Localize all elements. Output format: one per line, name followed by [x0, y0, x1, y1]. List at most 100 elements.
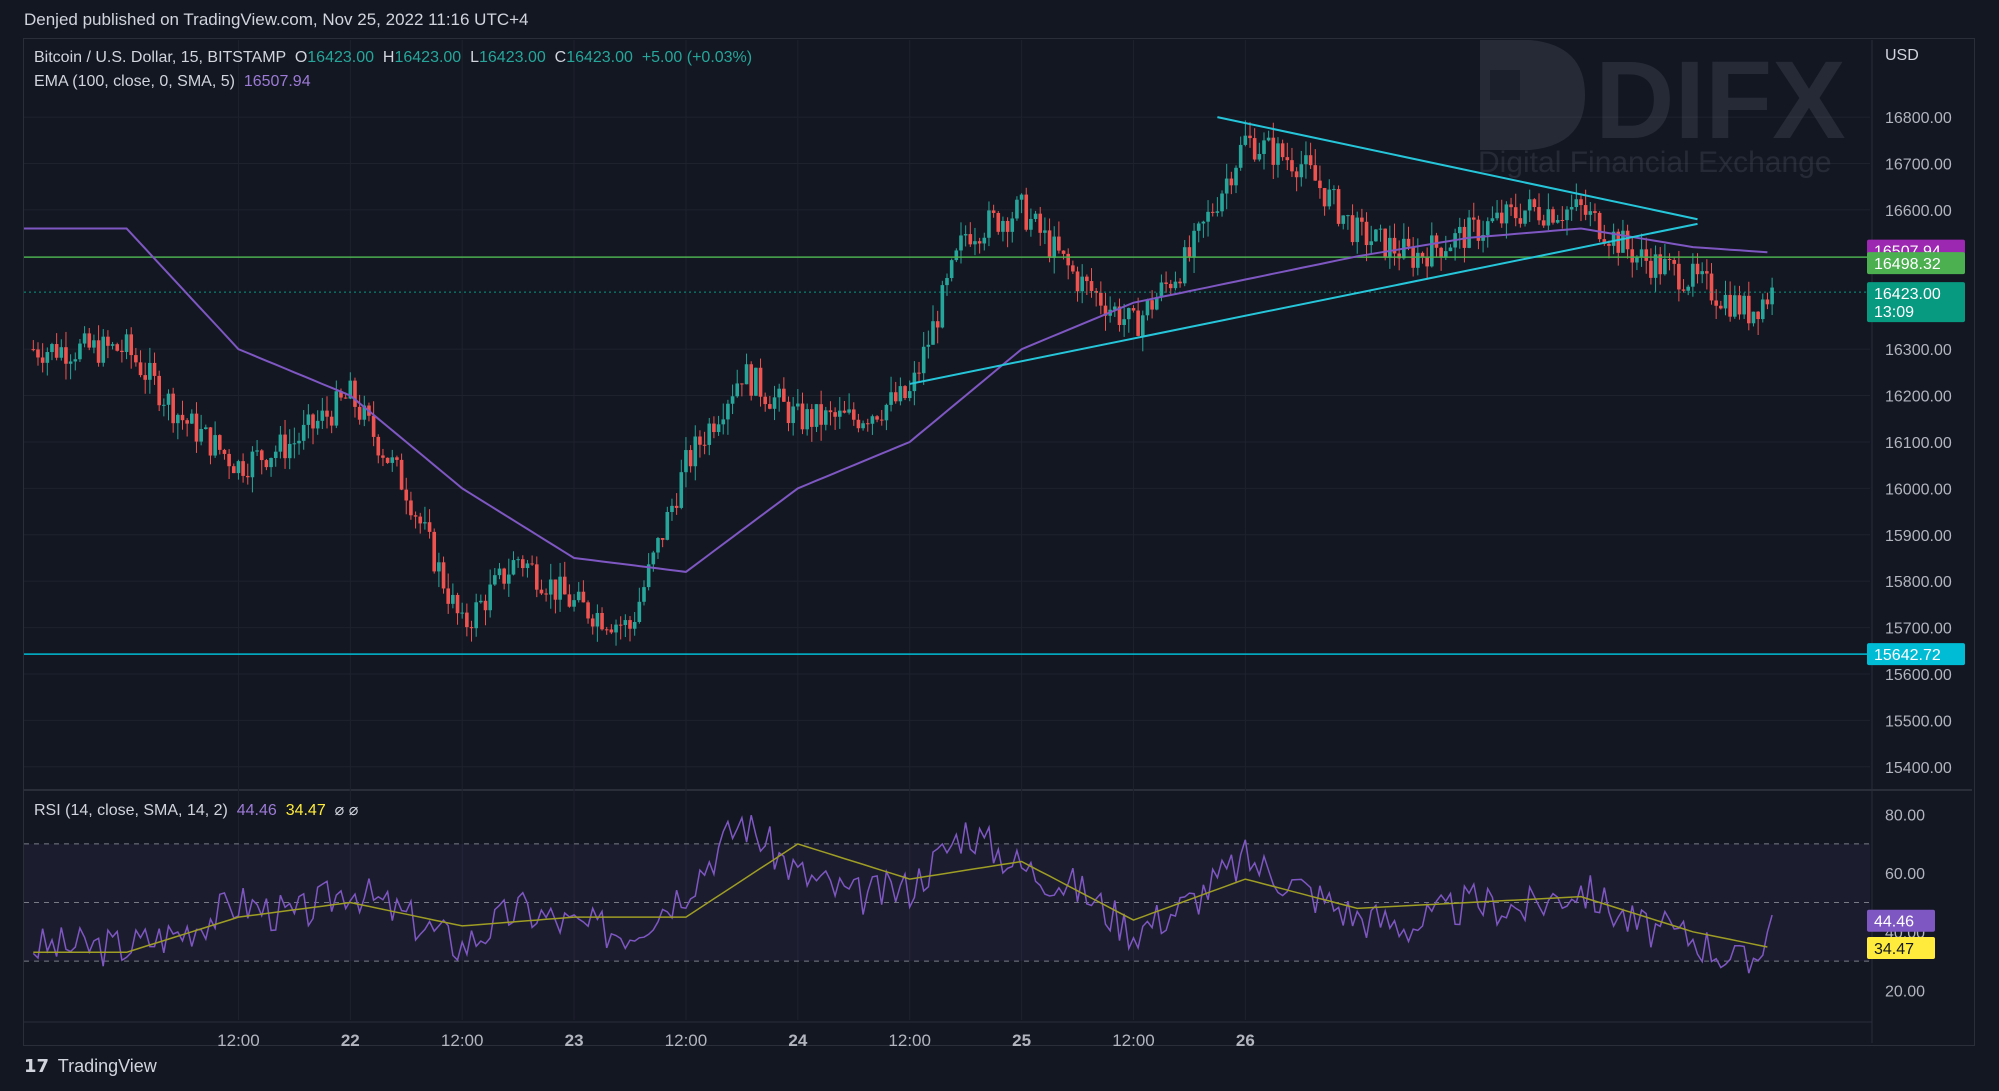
high-value: 16423.00 — [394, 49, 462, 66]
rsi-sma-line — [33, 843, 1768, 954]
candle-body — [1737, 295, 1742, 315]
rsi-label[interactable]: RSI (14, close, SMA, 14, 2) — [34, 802, 228, 819]
candle-body — [297, 440, 301, 444]
candle-body — [1397, 253, 1401, 259]
candle-body — [1127, 308, 1131, 320]
candle-body — [502, 568, 506, 584]
candle-body — [301, 424, 306, 441]
candle-body — [59, 347, 64, 358]
candle-body — [362, 405, 367, 420]
candle-body — [255, 450, 259, 452]
price-label-box — [1867, 252, 1965, 275]
candle-body — [1467, 217, 1471, 248]
candle-body — [1066, 253, 1071, 266]
candle-body — [1551, 209, 1555, 223]
candle-body — [912, 372, 917, 392]
candle-body — [1136, 310, 1140, 336]
candle-body — [1495, 212, 1499, 219]
candle-body — [381, 455, 385, 458]
candle-body — [45, 352, 50, 363]
candle-body — [618, 624, 623, 626]
candle-body — [1430, 235, 1434, 267]
candle-body — [991, 210, 996, 213]
published-header: Denjed published on TradingView.com, Nov… — [24, 10, 529, 29]
candle-body — [236, 461, 241, 474]
candle-body — [1029, 218, 1033, 230]
candle-body — [870, 416, 875, 424]
rsi-label-box — [1867, 909, 1935, 932]
candle-body — [791, 406, 795, 424]
candle-body — [148, 362, 152, 380]
difx-cube-icon — [1490, 70, 1520, 100]
candle-body — [810, 409, 814, 427]
candle-body — [176, 414, 180, 424]
candle-body — [497, 568, 502, 576]
candle-body — [1182, 247, 1187, 284]
candle-body — [1150, 300, 1154, 310]
candle-body — [1630, 249, 1635, 263]
candle-body — [572, 600, 576, 607]
change-value: +5.00 (+0.03%) — [641, 49, 753, 66]
candle-body — [1103, 305, 1108, 316]
candle-body — [1504, 204, 1509, 224]
candle-body — [600, 612, 604, 630]
candle-body — [1756, 311, 1760, 320]
candle-body — [1308, 155, 1313, 166]
price-label-text: 15642.72 — [1874, 647, 1941, 664]
candle-body — [1364, 221, 1369, 246]
tradingview-logo-icon[interactable]: 𝟭𝟳 — [24, 1056, 50, 1076]
tradingview-footer: 𝟭𝟳 TradingView — [24, 1056, 157, 1077]
ema-label[interactable]: EMA (100, close, 0, SMA, 5) — [34, 73, 235, 90]
candle-body — [963, 234, 968, 236]
candle-body — [1196, 223, 1201, 231]
candle-body — [1206, 211, 1210, 222]
candle-body — [1266, 137, 1271, 141]
candle-body — [763, 396, 767, 405]
candle-body — [786, 401, 791, 424]
candle-body — [693, 436, 698, 467]
candle-body — [432, 531, 437, 572]
candle-body — [325, 410, 329, 417]
price-tick-label: 16700.00 — [1885, 157, 1952, 174]
candle-body — [451, 594, 455, 604]
candle-body — [423, 522, 427, 524]
overlays — [24, 116, 1870, 655]
candle-body — [213, 435, 217, 456]
candle-body — [479, 600, 483, 603]
candle-body — [712, 423, 716, 433]
candle-body — [623, 620, 628, 626]
candle-body — [1318, 180, 1322, 189]
candle-body — [1663, 258, 1667, 275]
tradingview-brand[interactable]: TradingView — [57, 1056, 157, 1076]
candle-body — [907, 391, 912, 399]
symbol-name[interactable]: Bitcoin / U.S. Dollar, 15, BITSTAMP — [34, 49, 286, 66]
candle-body — [488, 584, 492, 611]
chart-frame — [23, 38, 1975, 1046]
candle-body — [1117, 306, 1122, 325]
candle-body — [357, 406, 362, 420]
price-tick-label: 16100.00 — [1885, 435, 1952, 452]
candle-body — [1294, 171, 1299, 178]
candle-body — [1299, 164, 1304, 178]
symbol-line: Bitcoin / U.S. Dollar, 15, BITSTAMP O 164… — [34, 46, 752, 70]
candle-body — [1243, 135, 1248, 145]
open-label: O — [294, 49, 308, 66]
price-label-countdown: 13:09 — [1874, 304, 1914, 321]
difx-tagline-text: Digital Financial Exchange — [1478, 146, 1832, 179]
difx-watermark: DIFX Digital Financial Exchange — [1478, 39, 1846, 179]
candle-body — [217, 435, 222, 450]
candle-body — [679, 472, 684, 508]
rsi-label-box — [1867, 936, 1935, 959]
candle-body — [40, 357, 45, 363]
candle-body — [1677, 263, 1681, 290]
candle-body — [1099, 292, 1103, 306]
time-tick-label: 12:00 — [888, 1031, 931, 1050]
candle-body — [190, 413, 194, 424]
candle-body — [334, 391, 339, 426]
candle-body — [180, 414, 185, 421]
candle-body — [1733, 295, 1737, 317]
rsi-visibility-icons[interactable]: ⌀ ⌀ — [334, 802, 359, 819]
candle-body — [609, 629, 614, 633]
candle-body — [1388, 237, 1392, 258]
